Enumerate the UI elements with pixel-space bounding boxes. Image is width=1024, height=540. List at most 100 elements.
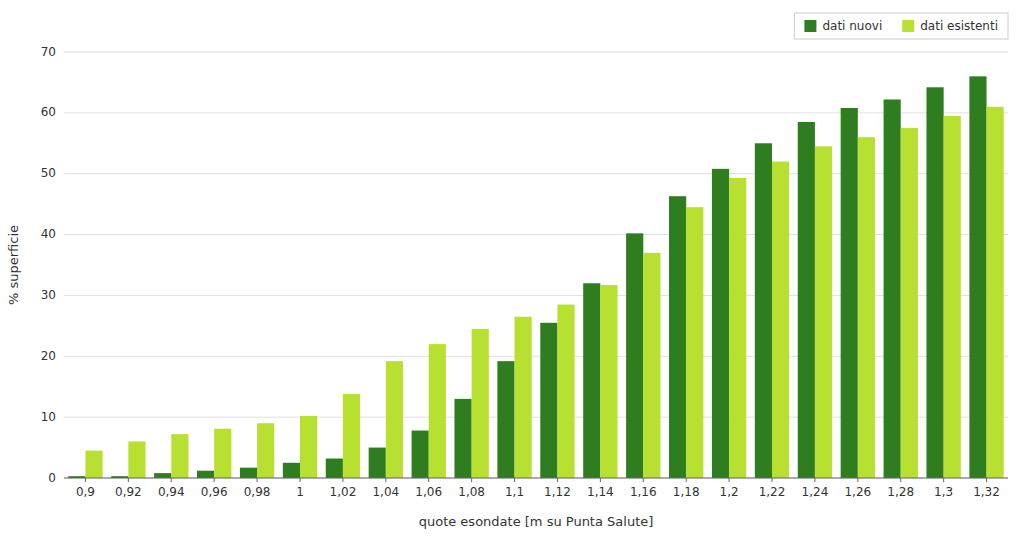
bar xyxy=(472,329,489,478)
bar xyxy=(171,434,188,478)
bar xyxy=(257,423,274,478)
bar xyxy=(626,233,643,478)
x-tick xyxy=(600,478,601,482)
y-tick-label: 70 xyxy=(41,45,56,59)
bar xyxy=(540,323,557,478)
x-tick-label: 1,04 xyxy=(372,485,399,499)
bar xyxy=(300,416,317,478)
bar xyxy=(841,108,858,478)
x-tick xyxy=(471,478,472,482)
x-tick-label: 1,26 xyxy=(844,485,871,499)
x-tick-label: 1,22 xyxy=(759,485,786,499)
x-tick-label: 1,2 xyxy=(720,485,739,499)
y-tick-label: 20 xyxy=(41,349,56,363)
x-tick xyxy=(772,478,773,482)
grid-line xyxy=(64,478,1008,479)
bar xyxy=(969,76,986,478)
bar xyxy=(214,429,231,478)
bar xyxy=(729,178,746,478)
x-tick xyxy=(300,478,301,482)
bar xyxy=(884,99,901,478)
page: {"chart_data": {"type": "bar", "xlabel":… xyxy=(0,0,1024,540)
x-tick xyxy=(514,478,515,482)
legend-label: dati nuovi xyxy=(822,19,882,33)
bar xyxy=(583,283,600,478)
bar xyxy=(798,122,815,478)
x-tick xyxy=(900,478,901,482)
x-tick xyxy=(686,478,687,482)
bar xyxy=(901,128,918,478)
x-tick-label: 1,28 xyxy=(887,485,914,499)
x-tick-label: 1,16 xyxy=(630,485,657,499)
x-tick xyxy=(428,478,429,482)
bar xyxy=(755,143,772,478)
y-tick-label: 40 xyxy=(41,227,56,241)
x-tick-label: 1,24 xyxy=(802,485,829,499)
x-axis: 0,9 0,92 0,94 0,96 0,98 1 1,02 1,04 1,06 1,08 1,1 1… xyxy=(64,478,1008,499)
x-tick-label: 1,14 xyxy=(587,485,614,499)
bar xyxy=(343,394,360,478)
x-tick-label: 1,08 xyxy=(458,485,485,499)
x-tick-label: 0,92 xyxy=(115,485,142,499)
x-tick-label: 1,1 xyxy=(505,485,524,499)
grid-line xyxy=(64,52,1008,53)
x-tick xyxy=(128,478,129,482)
x-tick-label: 1,3 xyxy=(934,485,953,499)
bar xyxy=(669,196,686,478)
x-tick-label: 0,94 xyxy=(158,485,185,499)
x-tick xyxy=(986,478,987,482)
x-tick-label: 1 xyxy=(296,485,304,499)
x-tick xyxy=(943,478,944,482)
x-axis-line xyxy=(64,478,1008,479)
bar xyxy=(128,441,145,478)
bar xyxy=(326,459,343,478)
bar xyxy=(858,137,875,478)
bar xyxy=(557,305,574,478)
y-tick-label: 30 xyxy=(41,288,56,302)
x-tick-label: 1,02 xyxy=(330,485,357,499)
grid xyxy=(64,52,1008,478)
x-tick xyxy=(729,478,730,482)
bars xyxy=(68,76,1003,478)
bar xyxy=(497,361,514,478)
bar xyxy=(154,473,171,478)
x-tick-label: 1,12 xyxy=(544,485,571,499)
bar xyxy=(515,317,532,478)
x-tick xyxy=(557,478,558,482)
x-tick xyxy=(643,478,644,482)
bar xyxy=(369,448,386,478)
y-tick-label: 50 xyxy=(41,166,56,180)
x-tick xyxy=(857,478,858,482)
bar xyxy=(454,399,471,478)
legend: dati nuovi dati esistenti xyxy=(794,13,1008,39)
bar xyxy=(412,431,429,478)
bar xyxy=(815,146,832,478)
y-tick-label: 0 xyxy=(48,471,56,485)
bar xyxy=(85,451,102,478)
bar xyxy=(944,116,961,478)
bar xyxy=(987,107,1004,478)
bar xyxy=(197,471,214,478)
x-tick-label: 1,06 xyxy=(415,485,442,499)
grid-line xyxy=(64,112,1008,113)
legend-swatch xyxy=(804,20,816,32)
x-tick xyxy=(342,478,343,482)
y-axis-title: % superficie xyxy=(6,225,21,305)
bar xyxy=(600,285,617,478)
x-tick-label: 0,98 xyxy=(244,485,271,499)
bar xyxy=(283,463,300,478)
x-tick xyxy=(171,478,172,482)
x-tick xyxy=(814,478,815,482)
x-tick-label: 0,96 xyxy=(201,485,228,499)
x-tick xyxy=(85,478,86,482)
x-tick-label: 0,9 xyxy=(76,485,95,499)
legend-item: dati nuovi xyxy=(804,19,882,33)
x-tick xyxy=(214,478,215,482)
legend-item: dati esistenti xyxy=(902,19,998,33)
bar xyxy=(712,169,729,478)
bar xyxy=(926,87,943,478)
bar xyxy=(429,344,446,478)
chart: 0102030405060700,90,920,940,960,9811,021… xyxy=(0,0,1024,540)
bar xyxy=(772,162,789,478)
bar xyxy=(643,253,660,478)
